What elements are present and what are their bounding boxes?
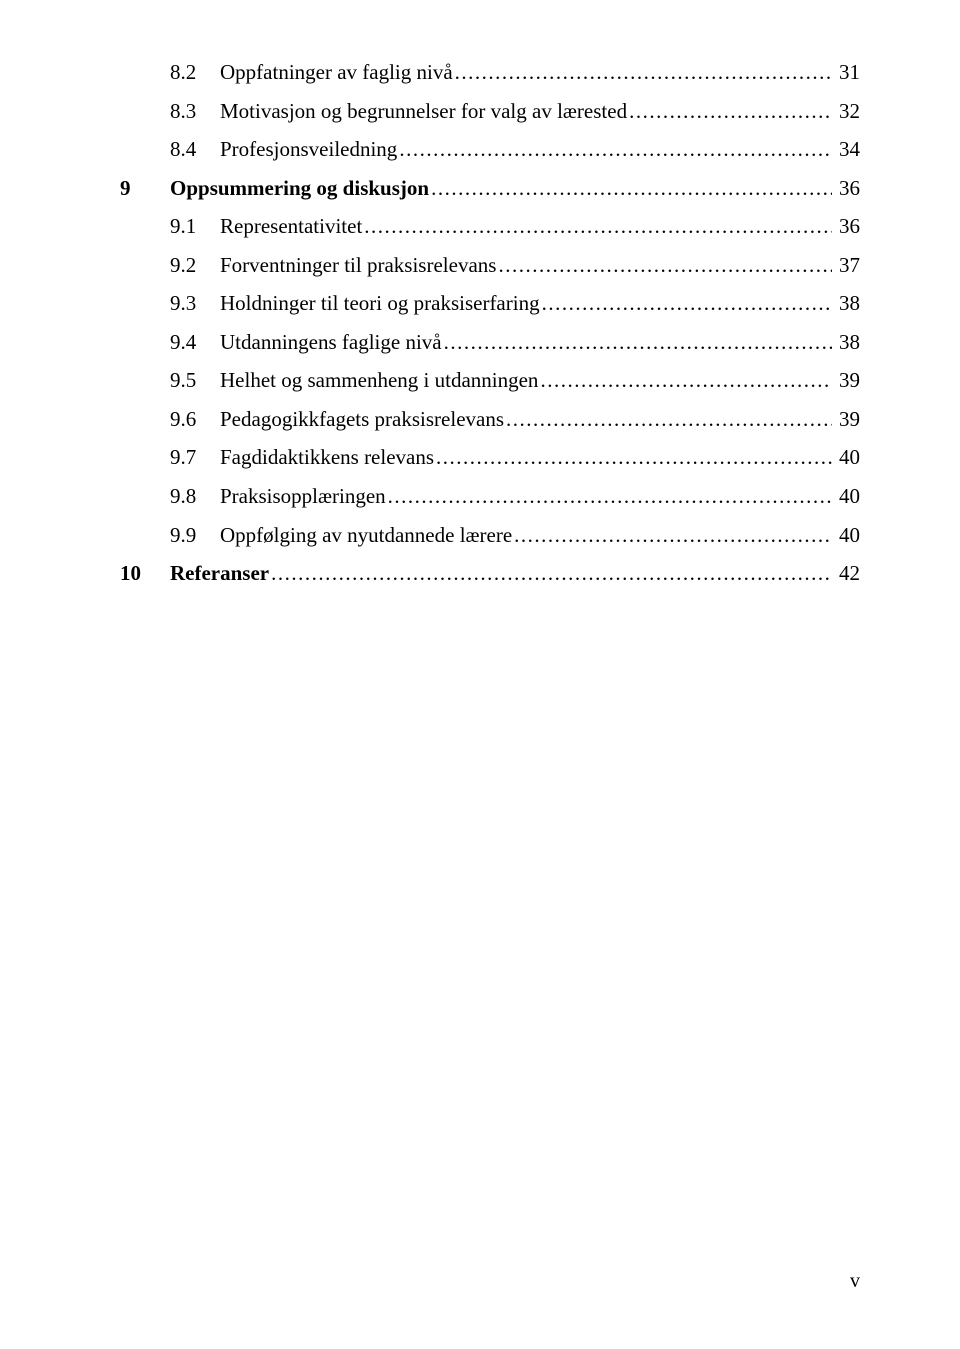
toc-entry: 10 Referanser............................… <box>120 557 860 590</box>
toc-entry-number: 9.1 <box>120 210 220 243</box>
toc-entry-title: Forventninger til praksisrelevans <box>220 249 496 282</box>
toc-number-text: 8.3 <box>170 99 196 123</box>
toc-entry-page: 40 <box>832 441 860 474</box>
toc-entry: 9.8 Praksisopplæringen...................… <box>120 480 860 513</box>
toc-number-text: 9.4 <box>170 330 196 354</box>
toc-entry-number: 9.3 <box>120 287 220 320</box>
page-number: v <box>850 1270 860 1293</box>
toc-entry-page: 40 <box>832 519 860 552</box>
toc-entry-title: Motivasjon og begrunnelser for valg av l… <box>220 95 627 128</box>
table-of-contents: 8.2 Oppfatninger av faglig nivå..........… <box>120 56 860 590</box>
toc-number-text: 8.4 <box>170 137 196 161</box>
toc-entry-page: 38 <box>832 287 860 320</box>
toc-entry-number: 8.2 <box>120 56 220 89</box>
toc-entry-title: Oppsummering og diskusjon <box>170 172 429 205</box>
toc-leader-dots: ........................................… <box>538 364 832 397</box>
toc-entry-number: 9.7 <box>120 441 220 474</box>
toc-entry-number: 8.3 <box>120 95 220 128</box>
toc-entry-title: Praksisopplæringen <box>220 480 386 513</box>
toc-entry-page: 34 <box>832 133 860 166</box>
toc-number-text: 9 <box>120 176 131 200</box>
toc-entry-page: 36 <box>832 172 860 205</box>
toc-entry: 8.4 Profesjonsveiledning.................… <box>120 133 860 166</box>
toc-entry-page: 39 <box>832 364 860 397</box>
toc-entry: 9.6 Pedagogikkfagets praksisrelevans.....… <box>120 403 860 436</box>
toc-entry-title: Oppfølging av nyutdannede lærere <box>220 519 512 552</box>
toc-leader-dots: ........................................… <box>386 480 832 513</box>
toc-leader-dots: ........................................… <box>512 519 832 552</box>
toc-entry-number: 9.8 <box>120 480 220 513</box>
toc-leader-dots: ........................................… <box>397 133 832 166</box>
toc-entry-page: 38 <box>832 326 860 359</box>
toc-entry: 9 Oppsummering og diskusjon..............… <box>120 172 860 205</box>
toc-number-text: 9.1 <box>170 214 196 238</box>
toc-entry-title: Oppfatninger av faglig nivå <box>220 56 453 89</box>
toc-entry-number: 9.9 <box>120 519 220 552</box>
toc-entry-number: 10 <box>120 557 170 590</box>
toc-number-text: 10 <box>120 561 141 585</box>
toc-number-text: 9.6 <box>170 407 196 431</box>
toc-entry-number: 9.4 <box>120 326 220 359</box>
toc-number-text: 9.5 <box>170 368 196 392</box>
toc-leader-dots: ........................................… <box>453 56 832 89</box>
toc-entry: 9.1 Representativitet....................… <box>120 210 860 243</box>
toc-leader-dots: ........................................… <box>434 441 832 474</box>
toc-entry-page: 32 <box>832 95 860 128</box>
toc-entry-title: Referanser <box>170 557 269 590</box>
toc-entry-title: Profesjonsveiledning <box>220 133 397 166</box>
toc-entry-page: 31 <box>832 56 860 89</box>
toc-number-text: 9.8 <box>170 484 196 508</box>
toc-number-text: 9.2 <box>170 253 196 277</box>
toc-entry: 9.7 Fagdidaktikkens relevans.............… <box>120 441 860 474</box>
toc-number-text: 9.3 <box>170 291 196 315</box>
toc-entry: 9.9 Oppfølging av nyutdannede lærere.....… <box>120 519 860 552</box>
toc-entry-number: 8.4 <box>120 133 220 166</box>
toc-entry-title: Fagdidaktikkens relevans <box>220 441 434 474</box>
document-page: 8.2 Oppfatninger av faglig nivå..........… <box>0 0 960 1349</box>
toc-entry-page: 42 <box>832 557 860 590</box>
toc-leader-dots: ........................................… <box>269 557 832 590</box>
toc-leader-dots: ........................................… <box>442 326 832 359</box>
toc-entry: 8.3 Motivasjon og begrunnelser for valg a… <box>120 95 860 128</box>
toc-number-text: 8.2 <box>170 60 196 84</box>
toc-entry-title: Holdninger til teori og praksiserfaring <box>220 287 540 320</box>
toc-entry-page: 39 <box>832 403 860 436</box>
toc-entry: 9.3 Holdninger til teori og praksiserfari… <box>120 287 860 320</box>
toc-entry: 9.5 Helhet og sammenheng i utdanningen...… <box>120 364 860 397</box>
toc-entry-title: Pedagogikkfagets praksisrelevans <box>220 403 504 436</box>
toc-entry: 9.4 Utdanningens faglige nivå............… <box>120 326 860 359</box>
toc-leader-dots: ........................................… <box>627 95 832 128</box>
toc-entry: 8.2 Oppfatninger av faglig nivå..........… <box>120 56 860 89</box>
toc-entry-page: 40 <box>832 480 860 513</box>
toc-leader-dots: ........................................… <box>362 210 832 243</box>
toc-entry-page: 37 <box>832 249 860 282</box>
toc-leader-dots: ........................................… <box>429 172 832 205</box>
toc-number-text: 9.9 <box>170 523 196 547</box>
toc-entry-number: 9.2 <box>120 249 220 282</box>
toc-leader-dots: ........................................… <box>496 249 832 282</box>
toc-entry-title: Representativitet <box>220 210 362 243</box>
toc-entry-number: 9.5 <box>120 364 220 397</box>
toc-entry-number: 9.6 <box>120 403 220 436</box>
toc-entry-page: 36 <box>832 210 860 243</box>
toc-number-text: 9.7 <box>170 445 196 469</box>
toc-entry-number: 9 <box>120 172 170 205</box>
toc-entry-title: Helhet og sammenheng i utdanningen <box>220 364 538 397</box>
toc-leader-dots: ........................................… <box>540 287 832 320</box>
toc-entry-title: Utdanningens faglige nivå <box>220 326 442 359</box>
toc-leader-dots: ........................................… <box>504 403 832 436</box>
toc-entry: 9.2 Forventninger til praksisrelevans....… <box>120 249 860 282</box>
